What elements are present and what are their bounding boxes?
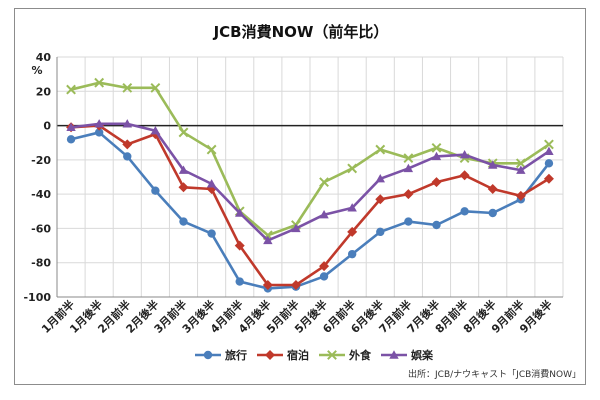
series-line-2 — [70, 81, 550, 237]
data-point — [206, 179, 217, 188]
data-point — [515, 158, 526, 169]
y-tick-label: 20 — [36, 85, 52, 98]
y-tick-label: -60 — [31, 222, 51, 235]
line-chart: JCB消費NOW（前年比） % 40200-20-40-60-80-1001月前… — [23, 23, 581, 380]
data-point — [94, 128, 104, 137]
data-point — [404, 217, 413, 226]
data-point — [543, 173, 554, 184]
gridlines — [56, 56, 564, 298]
data-point — [178, 127, 189, 138]
data-point — [516, 165, 526, 174]
data-point — [375, 174, 385, 183]
series-2 — [66, 77, 554, 241]
data-point — [544, 146, 554, 155]
axes: 40200-20-40-60-80-1001月前半1月後半2月前半2月後半3月前… — [23, 51, 563, 336]
data-point — [263, 235, 273, 245]
data-point — [403, 153, 414, 164]
data-point — [544, 139, 554, 150]
y-tick-label: -80 — [31, 257, 51, 270]
data-point — [432, 220, 441, 230]
data-point — [403, 163, 414, 173]
data-point — [151, 186, 160, 195]
legend-label: 娯楽 — [411, 348, 434, 362]
data-point — [178, 165, 189, 174]
data-point — [487, 184, 498, 194]
data-point — [150, 126, 161, 135]
data-point — [94, 77, 105, 88]
legend-label: 宿泊 — [287, 348, 309, 362]
data-point — [488, 208, 497, 218]
data-point — [235, 208, 245, 217]
data-point — [207, 229, 216, 238]
series-line-0 — [70, 131, 550, 290]
data-point — [459, 150, 470, 159]
y-tick-label: 0 — [43, 120, 51, 133]
source-note: 出所：JCB/ナウキャスト「JCB消費NOW」 — [408, 368, 581, 380]
data-point — [347, 203, 357, 212]
data-point — [122, 139, 133, 150]
legend-swatch-marker — [389, 350, 399, 359]
series-line-3 — [70, 122, 550, 242]
data-point — [376, 227, 385, 237]
legend-label: 旅行 — [225, 348, 247, 362]
data-point — [94, 119, 104, 128]
legend: 旅行 宿泊 外食 娯楽 — [195, 348, 434, 362]
data-point — [319, 272, 329, 281]
y-tick-label: -100 — [23, 291, 51, 304]
data-point — [544, 159, 554, 168]
chart-frame: JCB消費NOW（前年比） % 40 20 0 -20 -40 -60 -80 -100 1月前… — [14, 8, 586, 385]
data-point — [291, 223, 301, 233]
y-axis-unit-label: % — [31, 64, 42, 77]
legend-swatch-marker — [327, 350, 337, 360]
data-point — [179, 217, 188, 226]
data-point — [178, 182, 189, 193]
data-point — [319, 261, 330, 272]
data-point — [375, 144, 386, 155]
data-point — [122, 82, 133, 93]
data-point — [66, 122, 76, 131]
data-point — [459, 170, 470, 181]
data-point — [66, 135, 76, 144]
data-point — [488, 160, 498, 169]
data-point — [403, 189, 414, 200]
y-tick-label: -20 — [31, 154, 51, 167]
legend-swatch-marker — [203, 350, 213, 360]
series-3 — [66, 119, 554, 245]
y-tick-label: 40 — [36, 51, 52, 64]
legend-swatch-marker — [265, 350, 275, 360]
series-line-1 — [70, 124, 550, 287]
series-0 — [66, 128, 554, 293]
data-point — [347, 163, 358, 174]
chart-title: JCB消費NOW（前年比） — [213, 23, 389, 41]
data-point — [431, 151, 442, 161]
data-point — [262, 280, 273, 290]
data-point — [347, 249, 357, 259]
data-point — [290, 280, 301, 290]
data-point — [150, 82, 161, 93]
data-point — [206, 144, 217, 155]
data-point — [235, 277, 244, 286]
data-point — [515, 190, 526, 201]
data-point — [375, 194, 386, 205]
data-point — [122, 119, 132, 128]
y-tick-label: -40 — [31, 188, 51, 201]
data-point — [319, 210, 329, 219]
series-lines — [66, 77, 554, 293]
data-point — [431, 142, 442, 153]
data-point — [347, 226, 358, 237]
data-point — [460, 207, 469, 216]
legend-label: 外食 — [348, 348, 372, 362]
data-point — [123, 152, 132, 161]
data-point — [234, 240, 245, 251]
data-point — [66, 84, 76, 95]
data-point — [319, 177, 329, 188]
data-point — [431, 177, 442, 188]
